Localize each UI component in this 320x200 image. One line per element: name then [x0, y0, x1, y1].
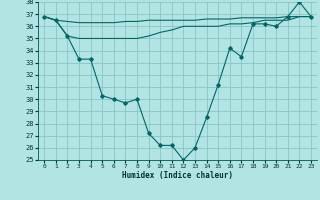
X-axis label: Humidex (Indice chaleur): Humidex (Indice chaleur) [122, 171, 233, 180]
